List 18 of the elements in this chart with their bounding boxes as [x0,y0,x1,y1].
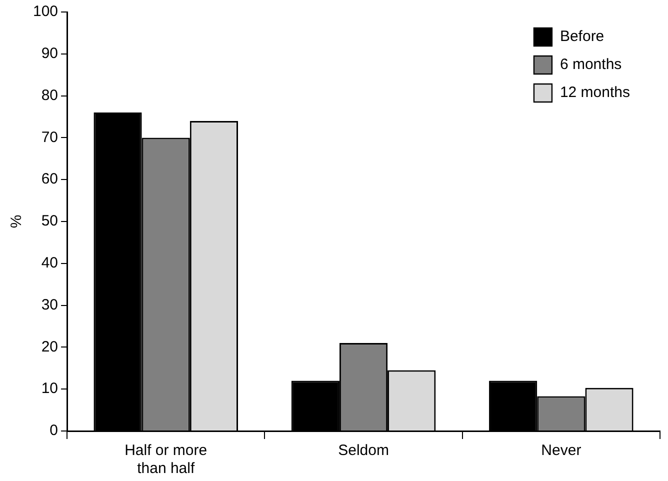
y-tick-label: 60 [41,170,58,188]
y-tick-label: 50 [41,212,58,230]
y-tick-label: 30 [41,296,58,314]
y-tick-label: 90 [41,45,58,62]
y-tick-label: 80 [41,86,58,104]
y-tick-label: 20 [41,338,58,356]
y-tick-label: 70 [41,128,58,146]
x-tick-label: Half or more than half [124,442,208,478]
legend-label: 6 months [560,56,622,74]
y-tick-label: 10 [41,380,58,398]
y-axis-title: % [8,214,26,228]
y-tick-label: 0 [50,422,58,440]
legend-label: 12 months [560,84,630,102]
y-tick-label: 100 [32,3,58,20]
legend-label: Before [560,28,604,46]
x-tick-label: Seldom [338,442,389,460]
y-tick-label: 40 [41,254,58,272]
x-tick-label: Never [541,442,582,460]
